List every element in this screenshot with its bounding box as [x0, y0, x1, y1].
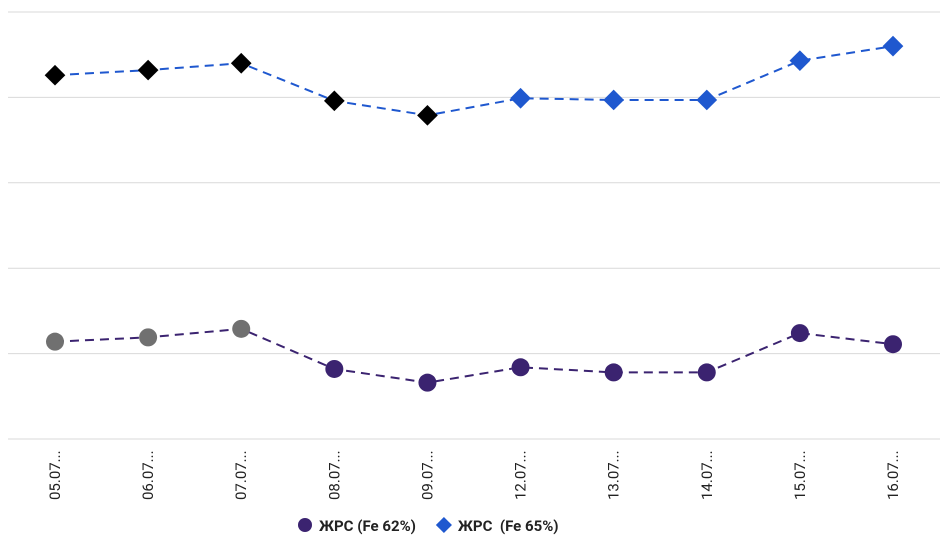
point: [603, 89, 625, 111]
x-tick-label: 15.07...: [791, 450, 809, 500]
point: [139, 328, 158, 347]
legend-marker: [298, 518, 312, 532]
point: [511, 358, 530, 377]
x-tick-label: 13.07...: [605, 450, 623, 500]
point: [510, 87, 531, 109]
legend-label: ЖРС (Fe 62%): [319, 517, 416, 535]
x-tick-label: 14.07...: [698, 450, 716, 500]
point: [44, 64, 66, 86]
x-tick-label: 12.07...: [512, 450, 530, 500]
x-tick-label: 05.07...: [46, 450, 64, 500]
point: [137, 59, 159, 81]
point: [418, 373, 437, 392]
series-line: [54, 45, 894, 117]
point: [697, 363, 716, 382]
point: [417, 104, 438, 126]
point: [325, 359, 344, 378]
point: [230, 52, 252, 74]
legend-marker: [435, 516, 452, 534]
point: [882, 35, 904, 57]
point: [46, 332, 64, 351]
point: [884, 335, 902, 354]
x-tick-label: 09.07...: [418, 450, 436, 500]
point: [696, 89, 718, 111]
point: [790, 324, 809, 343]
point: [323, 90, 345, 112]
point: [789, 50, 811, 72]
x-tick-label: 08.07...: [325, 450, 343, 500]
x-tick-label: 06.07...: [139, 450, 157, 500]
series-line: [54, 327, 894, 384]
point: [604, 363, 623, 382]
x-tick-label: 16.07...: [884, 450, 902, 500]
x-tick-label: 07.07...: [232, 450, 250, 500]
legend-label: ЖРС (Fe 65%): [458, 517, 559, 535]
point: [232, 319, 251, 338]
